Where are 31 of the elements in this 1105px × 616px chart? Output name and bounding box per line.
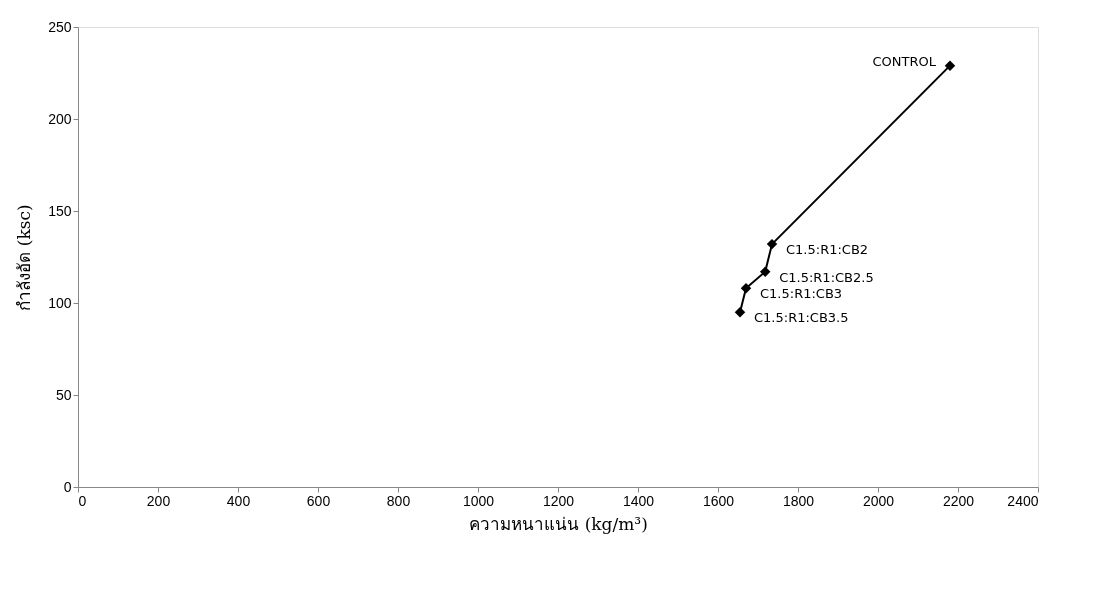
x-tick-label: 2400 (1007, 492, 1039, 509)
annotation: C1.5:R1:CB2 (786, 242, 869, 258)
x-tick-label: 1000 (462, 492, 495, 509)
point (766, 238, 778, 250)
y-tick-label: 0 (63, 478, 72, 495)
annotation: C1.5:R1:CB3 (760, 286, 843, 302)
x-tick-label: 1200 (542, 492, 575, 509)
x-tick-label: 2000 (862, 492, 895, 509)
x-tick-label: 600 (306, 492, 331, 509)
annotation: C1.5:R1:CB2.5 (779, 269, 874, 285)
x-tick-label: 200 (146, 492, 171, 509)
point (944, 60, 956, 71)
point (759, 266, 771, 277)
annotation: C1.5:R1:CB3.5 (754, 310, 849, 326)
annotation: CONTROL (872, 53, 937, 69)
y-axis-title: กำลังอัด (ksc) (14, 204, 35, 311)
y-tick-label: 100 (48, 294, 72, 311)
x-tick-label: 400 (226, 492, 251, 509)
point (740, 283, 752, 294)
x-tick-label: 800 (386, 492, 411, 509)
y-tick-label: 250 (48, 18, 72, 35)
x-tick-label: 1400 (622, 492, 655, 509)
x-axis-title: ความหนาแน่น (kg/m³) (469, 513, 648, 534)
x-tick-label: 0 (78, 492, 87, 509)
y-tick-label: 200 (48, 110, 72, 127)
x-tick-label: 1600 (702, 492, 735, 509)
y-tick-label: 150 (48, 202, 72, 219)
y-tick-label: 50 (55, 386, 72, 403)
point (734, 306, 746, 318)
x-tick-label: 2200 (942, 492, 975, 509)
x-tick-label: 1800 (782, 492, 815, 509)
